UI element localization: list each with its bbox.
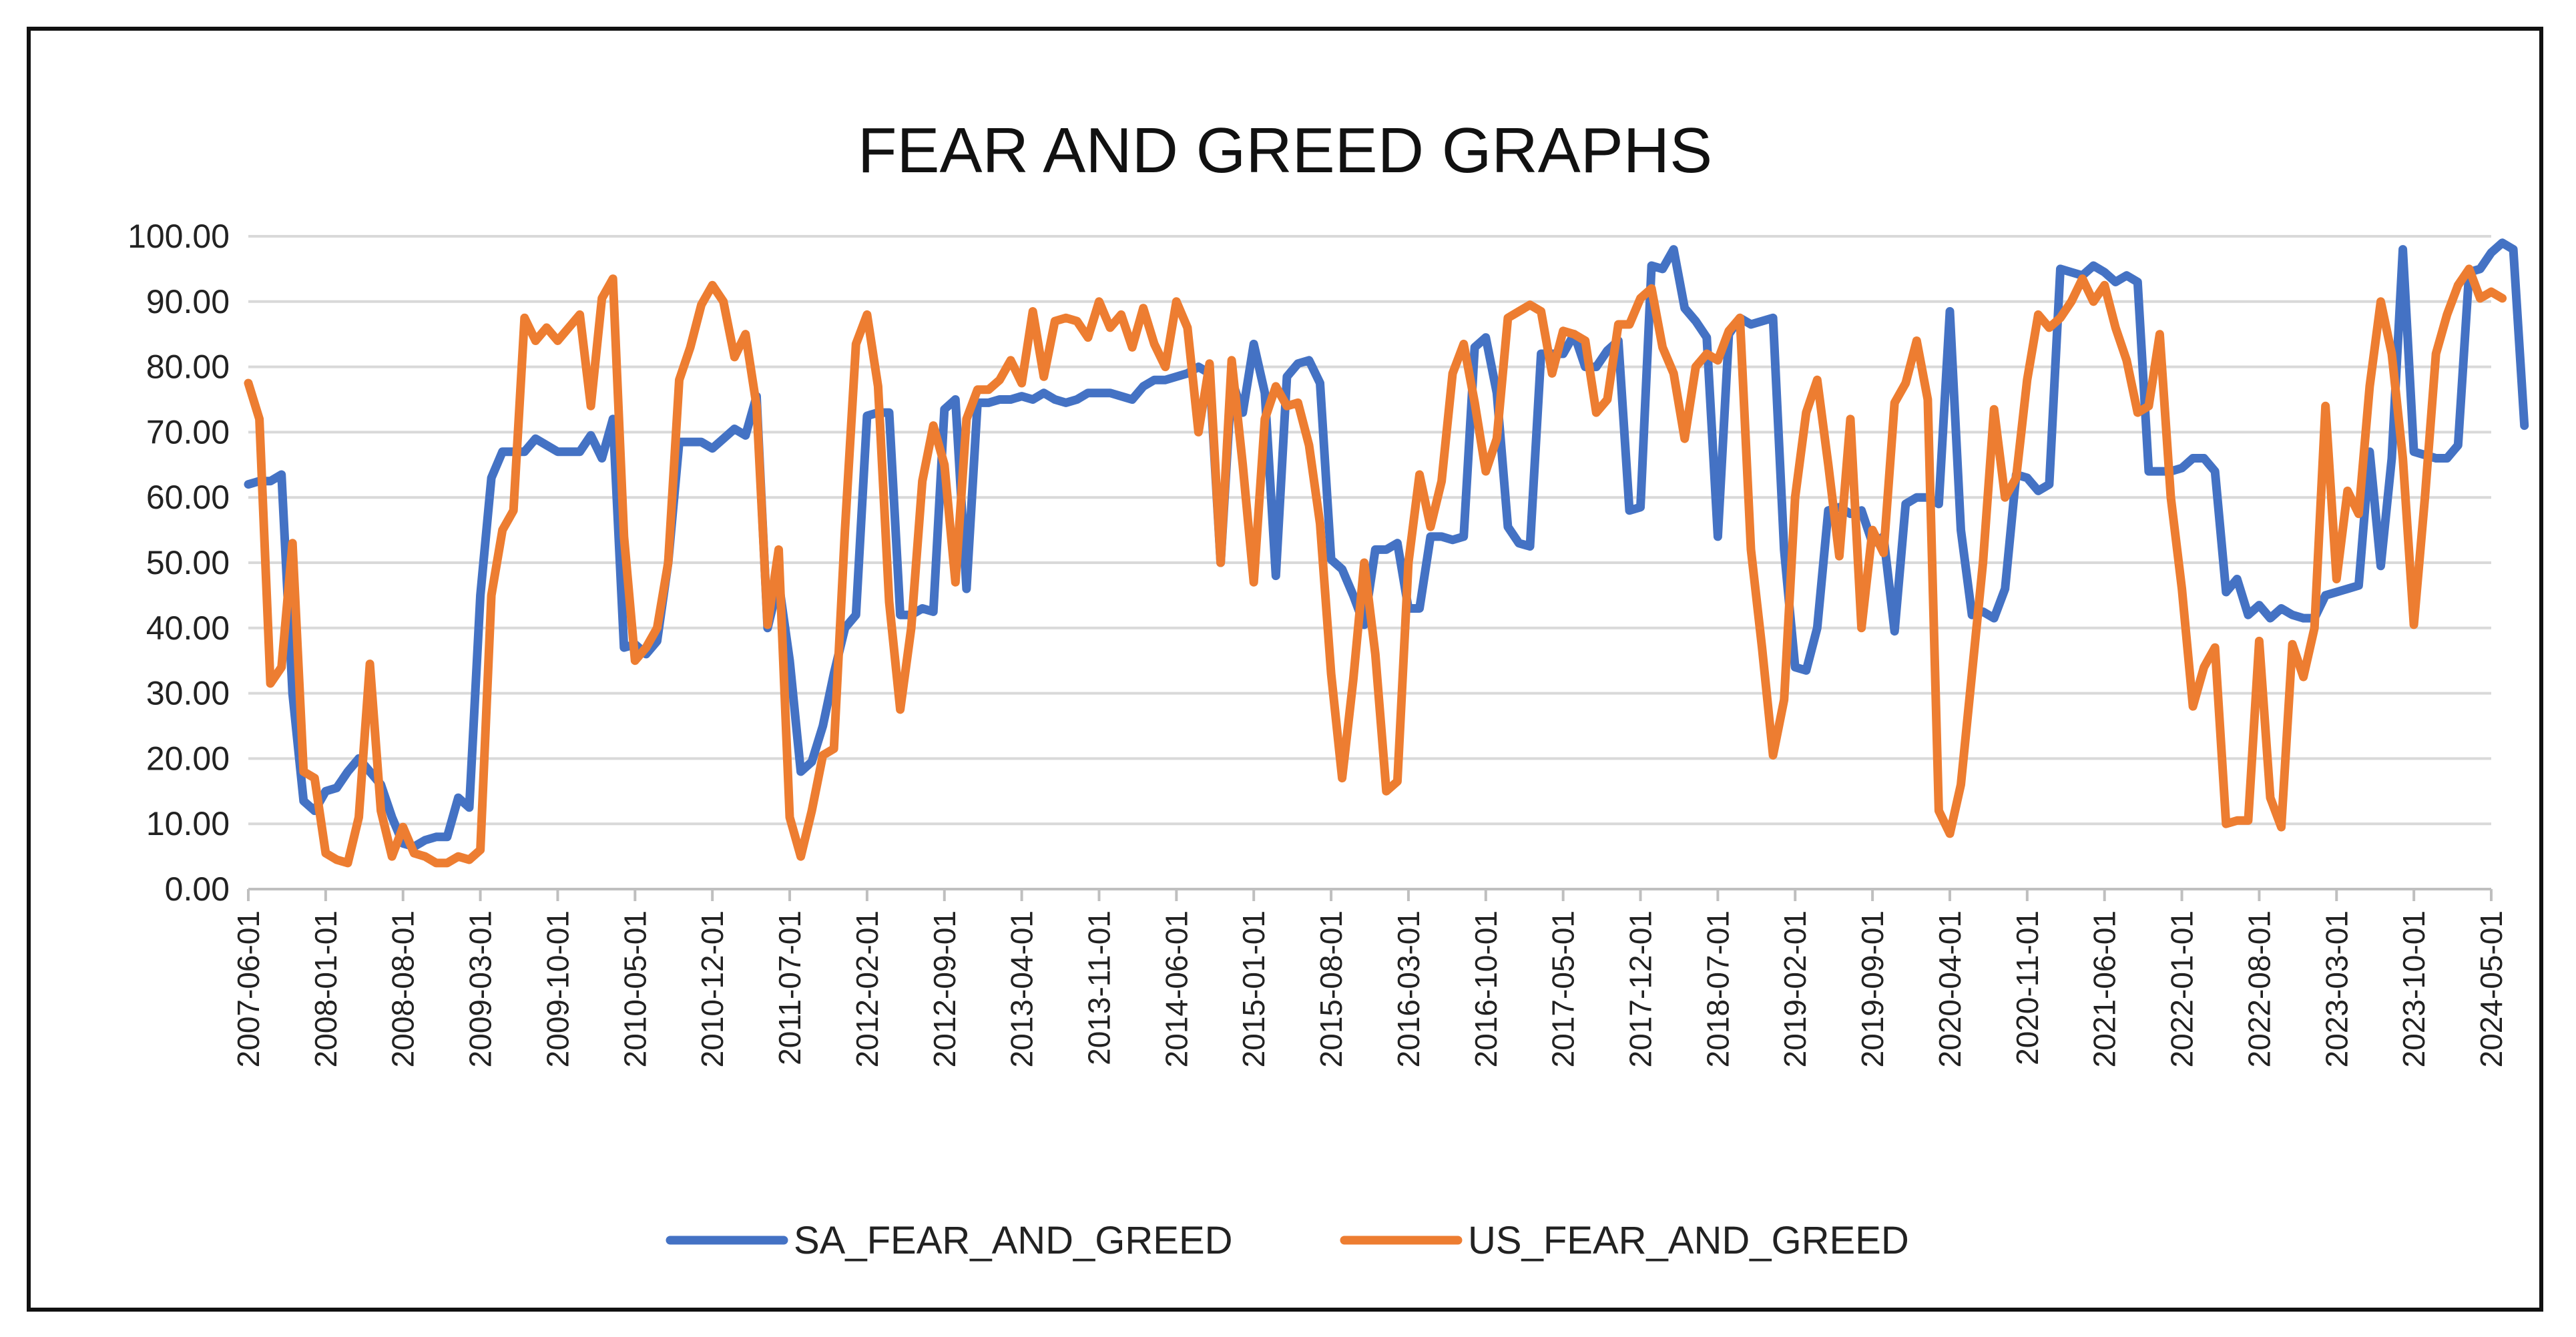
- x-tick-label: 2009-10-01: [540, 910, 575, 1067]
- series-lines: [244, 238, 2529, 868]
- y-tick-label: 20.00: [146, 740, 230, 777]
- y-tick-label: 30.00: [146, 675, 230, 712]
- x-tick-label: 2012-02-01: [850, 910, 884, 1067]
- y-tick-label: 100.00: [127, 218, 230, 255]
- x-tick-label: 2016-10-01: [1469, 910, 1503, 1067]
- y-tick-label: 70.00: [146, 413, 230, 451]
- y-tick-label: 10.00: [146, 805, 230, 842]
- x-tick-label: 2013-04-01: [1005, 910, 1039, 1067]
- y-tick-label: 60.00: [146, 479, 230, 516]
- x-tick-label: 2013-11-01: [1081, 910, 1116, 1065]
- x-tick-label: 2017-12-01: [1623, 910, 1658, 1067]
- x-tick-label: 2010-12-01: [695, 910, 730, 1067]
- x-tick-label: 2023-03-01: [2319, 910, 2354, 1067]
- y-axis-tick-labels: 0.00 10.00 20.00 30.00 40.00 50.00 60.00 70.00 8…: [127, 218, 230, 908]
- x-tick-label: 2009-03-01: [463, 910, 498, 1067]
- legend-label: SA_FEAR_AND_GREED: [794, 1219, 1233, 1262]
- x-tick-label: 2020-04-01: [1933, 910, 1967, 1067]
- x-axis: 2007-06-01 2008-01-01 2008-08-01 2009-03-01…: [231, 888, 2509, 1067]
- y-tick-label: 80.00: [146, 348, 230, 386]
- legend-label: US_FEAR_AND_GREED: [1468, 1219, 1909, 1262]
- x-tick-label: 2015-08-01: [1314, 910, 1348, 1067]
- x-tick-label: 2023-10-01: [2396, 910, 2431, 1067]
- chart-title: FEAR AND GREED GRAPHS: [858, 115, 1712, 186]
- x-tick-label: 2020-11-01: [2010, 910, 2045, 1065]
- x-tick-label: 2014-06-01: [1159, 910, 1194, 1067]
- x-tick-label: 2007-06-01: [231, 910, 266, 1067]
- legend: SA_FEAR_AND_GREED US_FEAR_AND_GREED: [666, 1219, 1909, 1262]
- series-line-us-fear-and-greed: [244, 264, 2507, 868]
- x-tick-label: 2011-07-01: [772, 910, 807, 1065]
- chart: FEAR AND GREED GRAPHS 0.00 10.00 20.00 30.0…: [127, 115, 2529, 1262]
- y-tick-label: 40.00: [146, 609, 230, 647]
- x-tick-label: 2022-01-01: [2165, 910, 2200, 1067]
- x-tick-label: 2008-01-01: [308, 910, 343, 1067]
- x-tick-label: 2021-06-01: [2087, 910, 2122, 1067]
- y-tick-label: 90.00: [146, 283, 230, 320]
- x-tick-label: 2010-05-01: [617, 910, 652, 1067]
- x-tick-label: 2019-02-01: [1778, 910, 1812, 1067]
- x-tick-label: 2018-07-01: [1700, 910, 1735, 1067]
- x-tick-label: 2019-09-01: [1855, 910, 1890, 1067]
- x-tick-label: 2016-03-01: [1391, 910, 1426, 1067]
- x-tick-label: 2015-01-01: [1236, 910, 1271, 1067]
- y-tick-label: 50.00: [146, 544, 230, 581]
- y-tick-label: 0.00: [165, 870, 230, 908]
- x-tick-label: 2022-08-01: [2242, 910, 2276, 1067]
- chart-frame: FEAR AND GREED GRAPHS 0.00 10.00 20.00 30.0…: [27, 27, 2543, 1312]
- x-tick-label: 2008-08-01: [386, 910, 421, 1067]
- x-tick-label: 2012-09-01: [927, 910, 962, 1067]
- x-tick-label: 2017-05-01: [1546, 910, 1581, 1067]
- x-tick-label: 2024-05-01: [2474, 910, 2509, 1067]
